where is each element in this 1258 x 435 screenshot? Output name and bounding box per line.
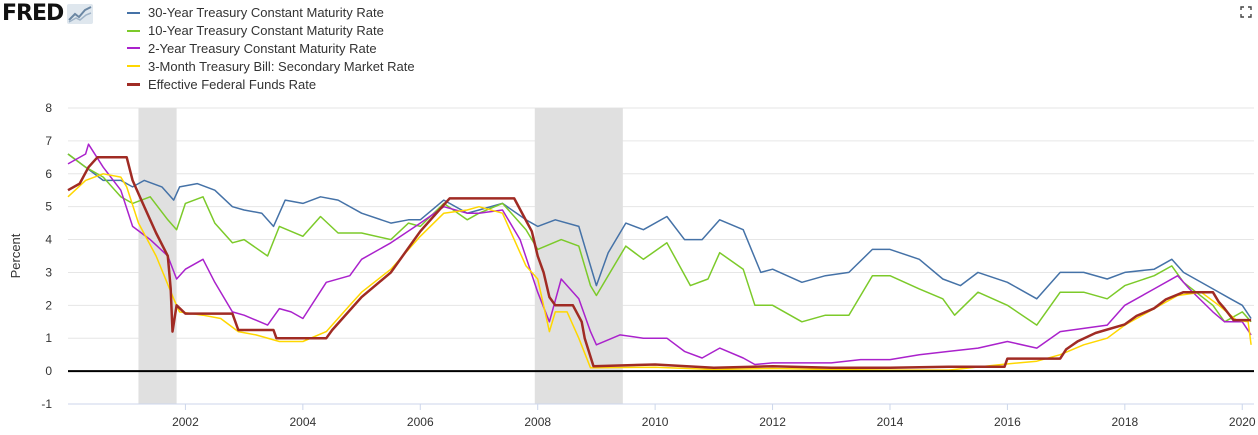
y-tick-label: 2 [45, 298, 52, 312]
x-tick-label: 2014 [877, 415, 904, 429]
y-tick-label: 4 [45, 233, 52, 247]
y-tick-label: 5 [45, 200, 52, 214]
y-tick-label: 8 [45, 101, 52, 115]
x-tick-label: 2016 [994, 415, 1021, 429]
series-line [67, 153, 1252, 319]
x-tick-label: 2018 [1111, 415, 1138, 429]
series-line [67, 143, 1252, 366]
y-tick-label: -1 [41, 397, 52, 411]
legend-label: 2-Year Treasury Constant Maturity Rate [148, 40, 377, 56]
legend-swatch [127, 65, 140, 68]
recession-band [138, 108, 177, 404]
chart-legend: 30-Year Treasury Constant Maturity Rate 1… [127, 4, 415, 93]
recession-layer [138, 108, 623, 404]
x-tick-label: 2012 [759, 415, 786, 429]
x-tick-label: 2004 [289, 415, 316, 429]
legend-label: 3-Month Treasury Bill: Secondary Market … [148, 58, 415, 74]
y-tick-label: 1 [45, 331, 52, 345]
x-tick-label: 2006 [407, 415, 434, 429]
series-layer [67, 143, 1252, 371]
axis-layer: -1 0 1 2 3 4 5 6 7 8 2002 2004 2006 2008 2010 2012 2014 2… [41, 101, 1256, 429]
y-tick-label: 0 [45, 364, 52, 378]
y-tick-label: 7 [45, 134, 52, 148]
fred-logo-text: FRED [2, 1, 64, 26]
x-tick-label: 2002 [172, 415, 199, 429]
series-line [67, 153, 1252, 326]
legend-swatch [127, 29, 140, 32]
fullscreen-icon[interactable] [1240, 6, 1252, 18]
series-line [67, 156, 1252, 370]
legend-item[interactable]: 2-Year Treasury Constant Maturity Rate [127, 40, 415, 58]
x-tick-label: 2008 [524, 415, 551, 429]
fred-logo[interactable]: FRED [2, 1, 94, 26]
legend-label: Effective Federal Funds Rate [148, 76, 317, 92]
legend-swatch [127, 11, 140, 14]
y-tick-label: 3 [45, 265, 52, 279]
legend-label: 10-Year Treasury Constant Maturity Rate [148, 23, 384, 39]
legend-item[interactable]: Effective Federal Funds Rate [127, 75, 415, 93]
line-graph-icon [67, 4, 94, 24]
legend-swatch [127, 47, 140, 50]
grid-layer [68, 107, 1254, 405]
legend-item[interactable]: 30-Year Treasury Constant Maturity Rate [127, 4, 415, 22]
x-tick-label: 2010 [642, 415, 669, 429]
recession-band [534, 108, 623, 404]
legend-label: 30-Year Treasury Constant Maturity Rate [148, 5, 384, 21]
legend-item[interactable]: 3-Month Treasury Bill: Secondary Market … [127, 57, 415, 75]
y-axis-title: Percent [8, 233, 23, 278]
legend-item[interactable]: 10-Year Treasury Constant Maturity Rate [127, 22, 415, 40]
legend-swatch [127, 82, 140, 86]
y-tick-label: 6 [45, 167, 52, 181]
x-tick-label: 2020 [1229, 415, 1256, 429]
